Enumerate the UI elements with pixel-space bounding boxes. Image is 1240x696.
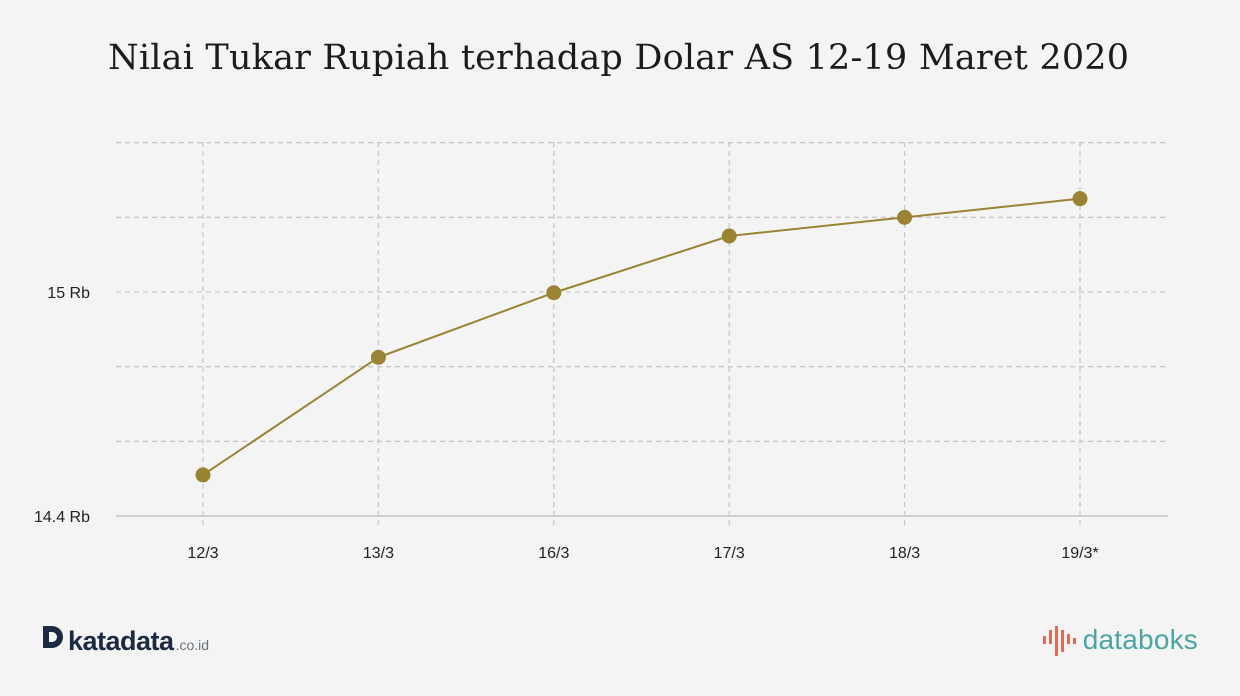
data-point-layer — [195, 191, 1088, 483]
data-point — [897, 209, 913, 225]
x-tick-label: 16/3 — [538, 545, 569, 562]
x-tick-label: 17/3 — [714, 545, 745, 562]
data-point — [721, 228, 737, 244]
x-tick-label: 19/3* — [1061, 545, 1098, 562]
data-point — [1072, 191, 1088, 207]
katadata-logo-icon — [43, 626, 63, 648]
data-point — [546, 285, 562, 301]
line-chart: 12/3 13/3 16/3 17/3 18/3 19/3* 14.4 Rb 15 Rb — [34, 142, 1168, 562]
x-tick-label: 13/3 — [363, 545, 394, 562]
chart-title: Nilai Tukar Rupiah terhadap Dolar AS 12-… — [108, 38, 1130, 78]
y-tick-label: 15 Rb — [47, 285, 90, 302]
x-tick-label: 12/3 — [187, 545, 218, 562]
data-point — [195, 467, 211, 483]
series-line-layer — [202, 197, 1081, 476]
databoks-brand: databoks — [1082, 624, 1198, 655]
katadata-brand: katadata — [68, 626, 174, 656]
data-point — [370, 349, 386, 365]
tick-label-layer: 12/3 13/3 16/3 17/3 18/3 19/3* 14.4 Rb 15 Rb — [34, 285, 1099, 562]
y-tick-label: 14.4 Rb — [34, 509, 90, 526]
grid-layer — [116, 142, 1168, 528]
series-line — [202, 197, 1081, 476]
x-tick-label: 18/3 — [889, 545, 920, 562]
databoks-logo-icon — [1042, 626, 1076, 656]
katadata-domain: .co.id — [175, 637, 210, 653]
katadata-logo: katadata .co.id — [40, 624, 209, 657]
databoks-logo: databoks — [1041, 622, 1198, 658]
